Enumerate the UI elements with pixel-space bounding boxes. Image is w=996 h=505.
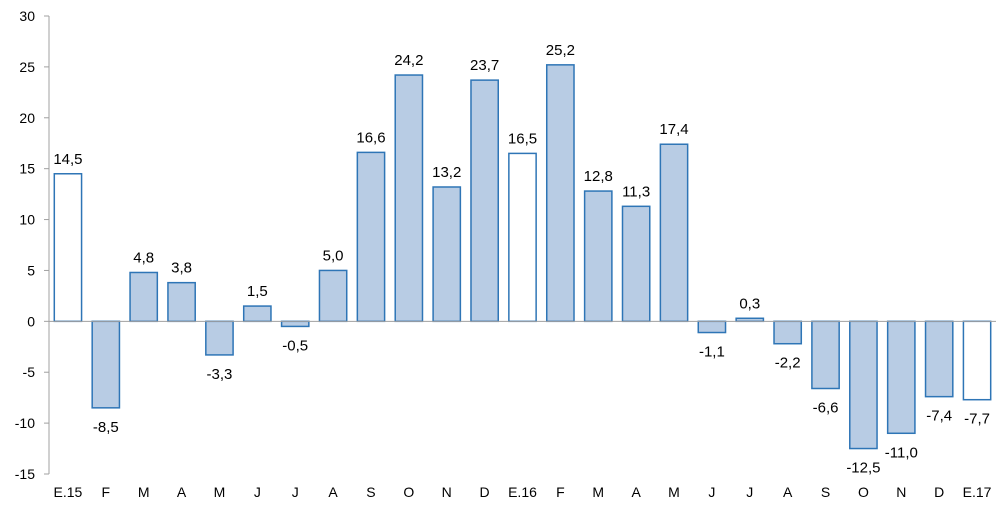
bar-value-label: 14,5 <box>53 151 82 168</box>
x-tick-label: E.17 <box>963 484 992 500</box>
bar-value-label: -0,5 <box>282 337 308 354</box>
x-tick-label: M <box>592 484 604 500</box>
bar <box>205 320 234 356</box>
x-tick-label: D <box>480 484 490 500</box>
bar-value-label: 17,4 <box>659 121 688 138</box>
bar-value-label: 12,8 <box>584 168 613 185</box>
x-tick-label: A <box>328 484 338 500</box>
x-tick-label: M <box>214 484 226 500</box>
bar <box>849 320 878 450</box>
x-tick-label: J <box>254 484 261 500</box>
y-tick-label: 25 <box>19 59 35 75</box>
bar-value-label: 13,2 <box>432 164 461 181</box>
y-tick-label: 10 <box>19 212 35 228</box>
bar <box>318 269 348 323</box>
bar <box>583 190 613 323</box>
x-tick-label: J <box>708 484 715 500</box>
value-labels: 14,5 -8,5 4,8 3,8 -3,3 1,5 -0,5 5,0 16,6 24,2 13,2… <box>53 42 990 477</box>
x-tick-label: J <box>292 484 299 500</box>
bar <box>545 64 575 323</box>
x-axis-labels: E.15 F M A M J J A S O N D E.16 F M A M J J A S O N D E.17 <box>54 484 992 500</box>
bar-value-label: 25,2 <box>546 42 575 59</box>
y-tick-label: 30 <box>19 8 35 24</box>
bar-value-label: 4,8 <box>133 249 154 266</box>
x-tick-label: A <box>177 484 187 500</box>
bar-value-label: -2,2 <box>775 355 801 372</box>
y-tick-label: 0 <box>27 313 35 329</box>
x-tick-label: M <box>668 484 680 500</box>
bar-value-label: 3,8 <box>171 260 192 277</box>
x-tick-label: O <box>403 484 414 500</box>
bar <box>508 152 537 323</box>
bar-value-label: 16,6 <box>356 129 385 146</box>
bar <box>659 143 689 323</box>
bar <box>432 186 462 323</box>
bar-value-label: -11,0 <box>885 444 918 461</box>
x-tick-label: S <box>366 484 375 500</box>
y-tick-label: -15 <box>15 466 35 482</box>
bar-value-label: 16,5 <box>508 130 537 147</box>
bar-value-label: 24,2 <box>394 52 423 69</box>
x-tick-label: N <box>896 484 906 500</box>
bar <box>167 281 196 323</box>
bar-value-label: 11,3 <box>622 183 650 200</box>
bar-value-label: -12,5 <box>846 460 880 477</box>
x-tick-label: D <box>934 484 944 500</box>
bar <box>924 320 954 398</box>
y-tick-label: 5 <box>27 262 35 278</box>
bar <box>773 320 803 345</box>
bar <box>129 271 159 323</box>
x-tick-label: S <box>821 484 830 500</box>
bar <box>962 320 992 401</box>
x-tick-label: E.15 <box>54 484 83 500</box>
bar-value-label: 0,3 <box>739 295 760 312</box>
y-tick-label: 20 <box>19 110 35 126</box>
bar-value-label: -1,1 <box>699 344 725 361</box>
bar-value-label: -7,4 <box>926 408 952 425</box>
bar <box>53 173 83 323</box>
bar <box>91 320 121 409</box>
bar-value-label: 23,7 <box>470 57 499 74</box>
bar-value-label: -7,7 <box>964 411 990 428</box>
x-tick-label: N <box>442 484 452 500</box>
bar-value-label: -8,5 <box>93 419 119 436</box>
bar-value-label: -6,6 <box>813 400 839 417</box>
x-tick-label: F <box>102 484 111 500</box>
bar <box>811 320 840 390</box>
x-tick-label: J <box>746 484 753 500</box>
x-tick-label: A <box>783 484 793 500</box>
bar-value-label: 1,5 <box>247 283 268 300</box>
bar <box>886 320 916 435</box>
bars <box>53 64 992 450</box>
bar <box>621 205 651 323</box>
y-tick-label: -10 <box>15 415 35 431</box>
bar <box>280 320 310 328</box>
x-tick-label: O <box>858 484 869 500</box>
x-tick-label: E.16 <box>508 484 537 500</box>
y-axis: 30 25 20 15 10 5 0 -5 -10 -15 <box>15 8 50 482</box>
bar <box>470 79 500 323</box>
bar <box>242 305 272 323</box>
bar-value-label: -3,3 <box>207 366 233 383</box>
y-tick-label: 15 <box>19 161 35 177</box>
bar-value-label: 5,0 <box>323 247 344 264</box>
y-tick-label: -5 <box>23 364 36 380</box>
bar <box>356 151 386 323</box>
x-tick-label: M <box>138 484 150 500</box>
x-tick-label: A <box>631 484 641 500</box>
bar <box>697 320 727 334</box>
x-tick-label: F <box>556 484 565 500</box>
bar <box>394 74 424 323</box>
